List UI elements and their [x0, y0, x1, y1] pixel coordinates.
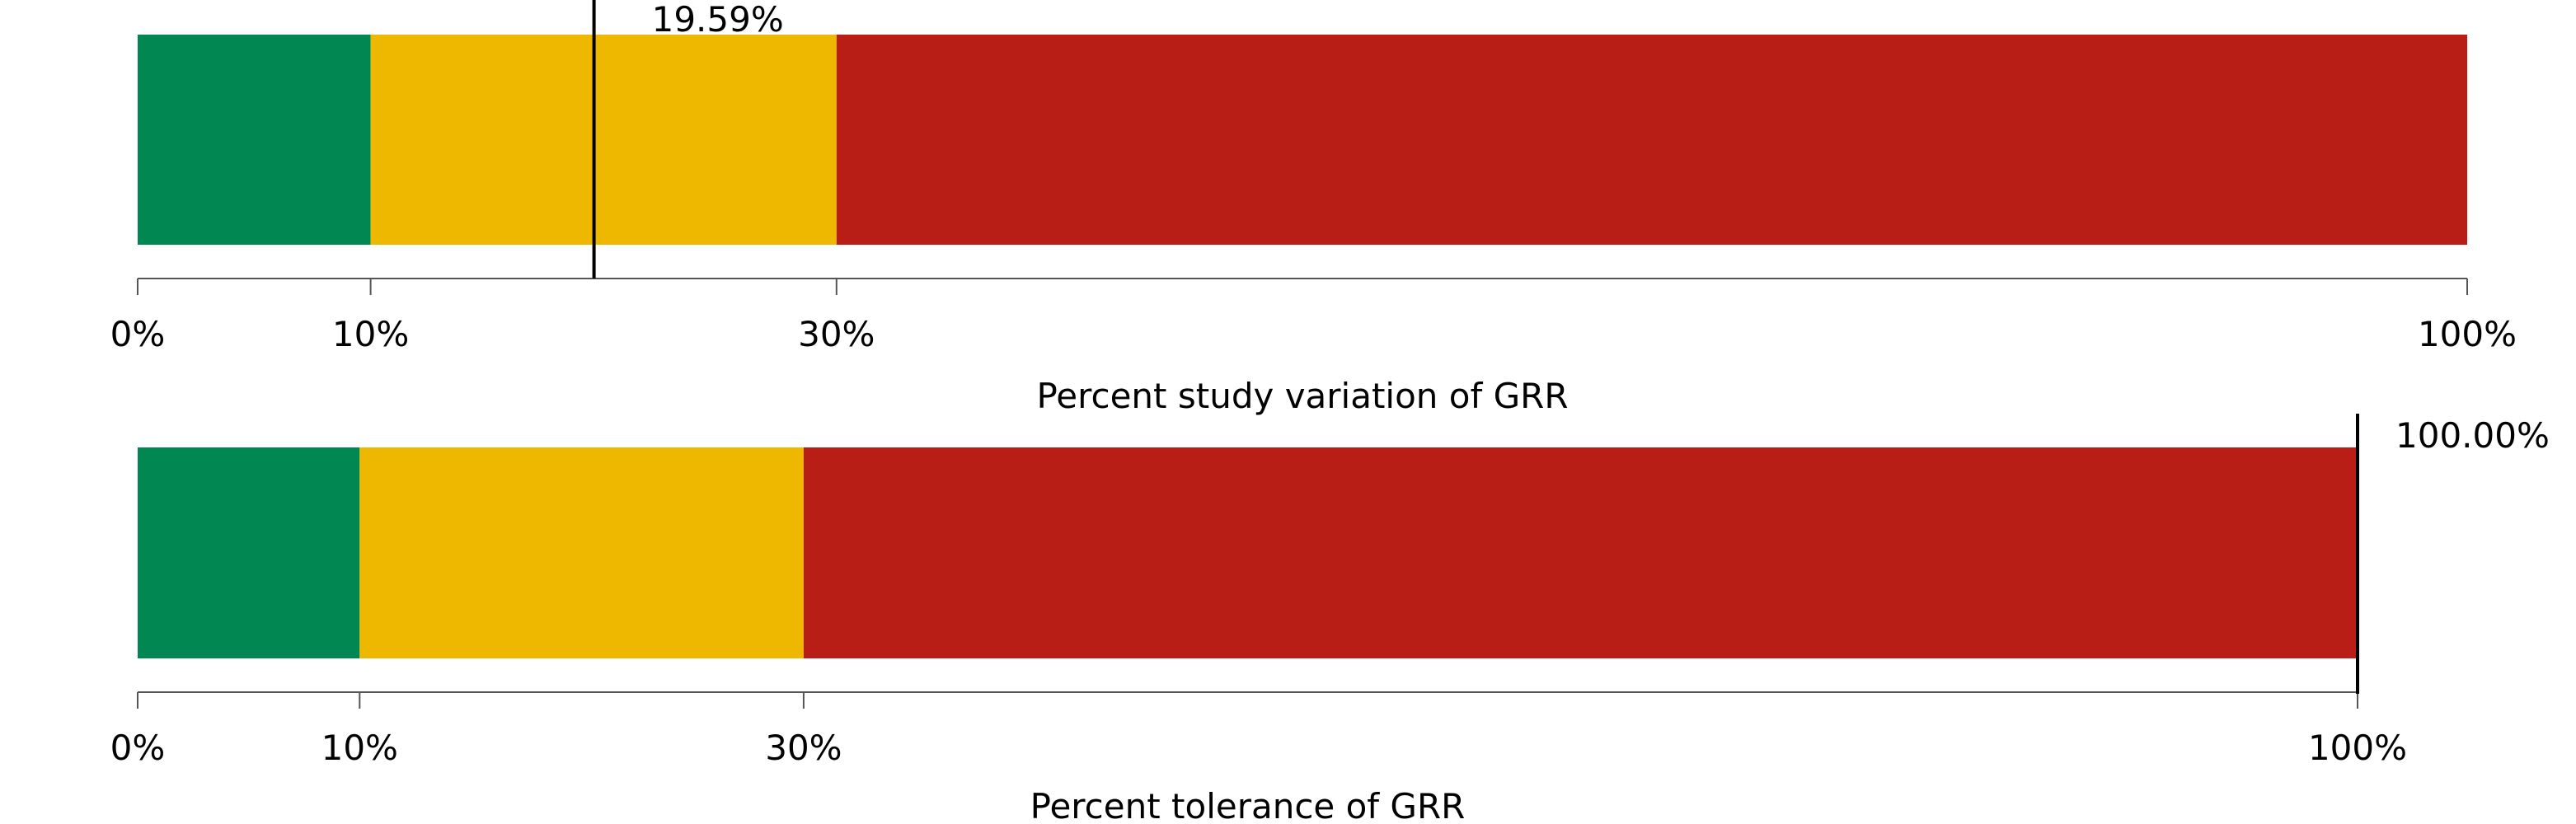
x-tick-label-chart-2: 10% [321, 728, 398, 768]
x-tick-label-chart-1: 30% [798, 314, 875, 354]
x-axis-title-chart-1: Percent study variation of GRR [1036, 376, 1568, 416]
x-tick-label-chart-1: 10% [332, 314, 409, 354]
band-green-chart-2 [138, 447, 360, 658]
x-tick-label-chart-2: 30% [765, 728, 842, 768]
band-yellow-chart-1 [370, 35, 837, 245]
marker-label-chart-2: 100.00% [2395, 415, 2550, 456]
band-red-chart-2 [803, 447, 2358, 658]
band-red-chart-1 [836, 35, 2467, 245]
x-tick-label-chart-2: 0% [110, 728, 166, 768]
x-axis-title-chart-2: Percent tolerance of GRR [1030, 786, 1466, 824]
marker-label-chart-1: 19.59% [652, 0, 784, 40]
x-tick-label-chart-2: 100% [2308, 728, 2407, 768]
band-green-chart-1 [138, 35, 371, 245]
x-tick-label-chart-1: 100% [2418, 314, 2517, 354]
band-yellow-chart-2 [359, 447, 804, 658]
x-tick-label-chart-1: 0% [110, 314, 166, 354]
